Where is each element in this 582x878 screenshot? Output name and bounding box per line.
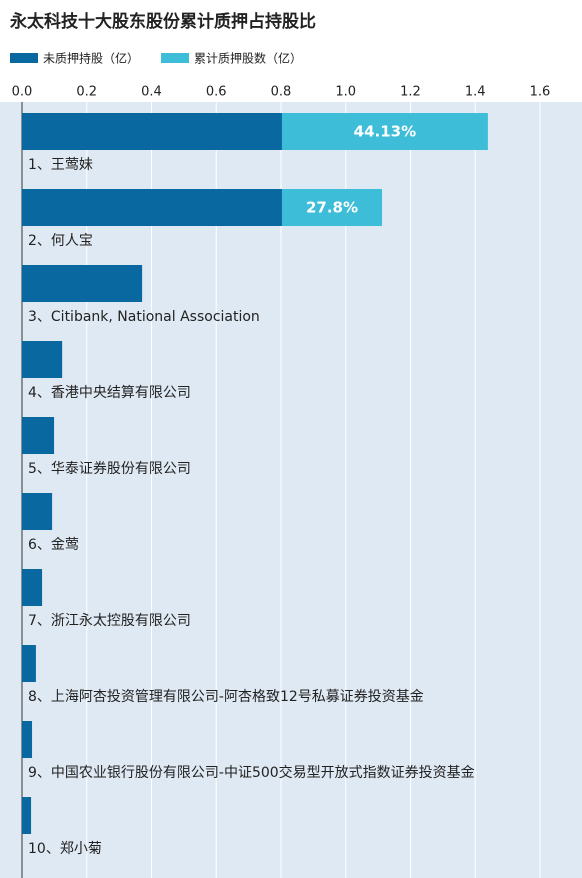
category-label: 3、Citibank, National Association <box>28 309 260 325</box>
x-tick-label: 1.4 <box>465 85 486 100</box>
category-label: 7、浙江永太控股有限公司 <box>28 613 191 629</box>
x-tick-label: 1.6 <box>530 85 551 100</box>
x-tick-label: 0.6 <box>206 85 227 100</box>
category-label: 10、郑小菊 <box>28 841 102 857</box>
bar <box>22 189 282 226</box>
category-label: 9、中国农业银行股份有限公司-中证500交易型开放式指数证券投资基金 <box>28 764 475 781</box>
category-label: 5、华泰证券股份有限公司 <box>28 461 191 477</box>
bar <box>281 113 488 150</box>
x-tick-label: 0.8 <box>271 85 292 100</box>
category-label: 8、上海阿杏投资管理有限公司-阿杏格致12号私募证券投资基金 <box>28 688 424 705</box>
bar <box>22 341 63 378</box>
bar <box>22 113 282 150</box>
bar <box>22 721 33 758</box>
x-tick-label: 0.2 <box>76 85 97 100</box>
bar <box>22 417 55 454</box>
bar <box>281 189 383 226</box>
bar <box>22 265 143 302</box>
plot-background <box>0 102 582 878</box>
bar <box>22 493 53 530</box>
legend-swatch <box>10 53 38 63</box>
x-tick-label: 0.0 <box>12 85 33 100</box>
x-tick-label: 0.4 <box>141 85 162 100</box>
category-label: 2、何人宝 <box>28 233 93 249</box>
legend-swatch <box>161 53 190 63</box>
data-label: 27.8% <box>306 199 358 217</box>
legend-label: 未质押持股（亿） <box>43 51 139 66</box>
bar <box>22 797 32 834</box>
category-label: 1、王莺妹 <box>28 157 93 173</box>
chart-title: 永太科技十大股东股份累计质押占持股比 <box>9 11 316 32</box>
x-tick-label: 1.0 <box>335 85 356 100</box>
x-tick-label: 1.2 <box>400 85 421 100</box>
bar <box>22 569 43 606</box>
category-label: 4、香港中央结算有限公司 <box>28 385 191 401</box>
legend-label: 累计质押股数（亿） <box>194 51 302 66</box>
bar <box>22 645 36 682</box>
category-label: 6、金莺 <box>28 537 79 553</box>
data-label: 44.13% <box>354 123 416 141</box>
